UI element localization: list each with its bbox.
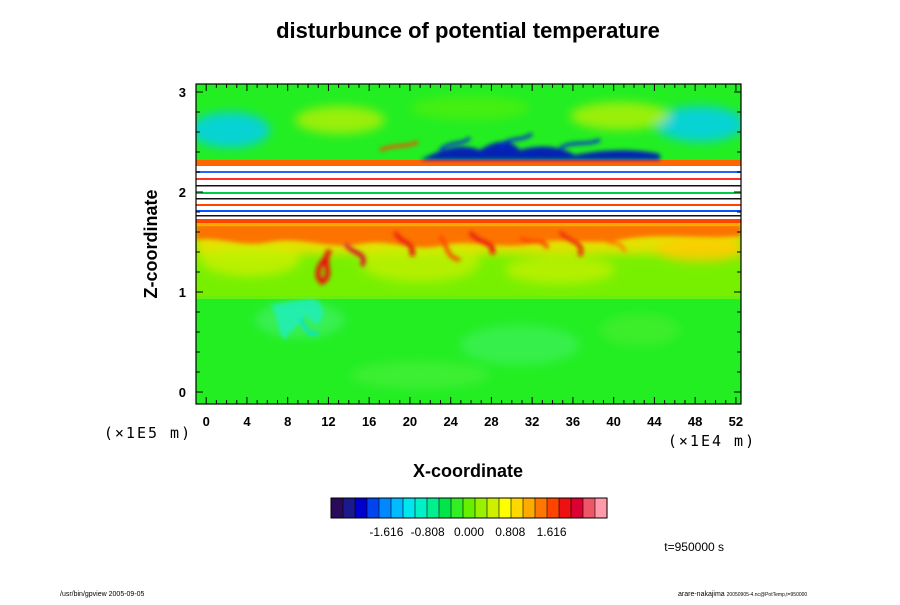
x-tick-label: 36 xyxy=(566,414,580,429)
colorbar-tick-label: 1.616 xyxy=(537,525,567,539)
x-tick-label: 4 xyxy=(243,414,251,429)
colorbar-swatch xyxy=(343,498,356,518)
x-tick-label: 48 xyxy=(688,414,702,429)
colorbar xyxy=(331,498,608,518)
colorbar-swatch xyxy=(487,498,500,518)
middle-warm-layer xyxy=(196,222,741,296)
x-tick-label: 44 xyxy=(647,414,662,429)
colorbar-swatch xyxy=(535,498,548,518)
y-tick-label: 0 xyxy=(179,385,186,400)
colorbar-swatch xyxy=(403,498,416,518)
x-scale-label: (×1E4 m) xyxy=(668,432,756,450)
upper-layer xyxy=(196,96,741,160)
footer-left: /usr/bin/gpview 2005-09-05 xyxy=(60,591,145,598)
colorbar-tick-label: -0.808 xyxy=(411,525,445,539)
x-axis-title: X-coordinate xyxy=(413,461,523,481)
x-tick-label: 12 xyxy=(321,414,335,429)
y-tick-label: 2 xyxy=(179,185,186,200)
x-tick-label: 0 xyxy=(203,414,210,429)
colorbar-swatch xyxy=(331,498,344,518)
time-annotation: t=950000 s xyxy=(664,540,724,554)
x-tick-label: 28 xyxy=(484,414,498,429)
cool-plume xyxy=(270,298,324,340)
heatmap-field xyxy=(196,84,741,404)
colorbar-swatch xyxy=(439,498,452,518)
colorbar-swatch xyxy=(475,498,488,518)
colorbar-swatch xyxy=(595,498,608,518)
colorbar-swatch xyxy=(367,498,380,518)
colorbar-swatch xyxy=(379,498,392,518)
colorbar-swatch xyxy=(415,498,428,518)
x-tick-label: 40 xyxy=(606,414,620,429)
colorbar-swatch xyxy=(463,498,476,518)
plot-frame xyxy=(195,83,742,405)
colorbar-swatch xyxy=(451,498,464,518)
x-tick-label: 8 xyxy=(284,414,291,429)
colorbar-swatch xyxy=(511,498,524,518)
colorbar-swatch xyxy=(355,498,368,518)
y-tick-label: 3 xyxy=(179,85,186,100)
colorbar-swatch xyxy=(583,498,596,518)
colorbar-swatch xyxy=(559,498,572,518)
colorbar-swatch xyxy=(547,498,560,518)
colorbar-swatch xyxy=(427,498,440,518)
y-axis: 0 1 2 3 xyxy=(179,85,741,400)
footer-right-main: arare-nakajima xyxy=(678,591,725,598)
x-tick-label: 52 xyxy=(729,414,743,429)
y-axis-title: Z-coordinate xyxy=(141,189,161,298)
x-tick-label: 24 xyxy=(443,414,458,429)
layer-boundary-line xyxy=(196,296,741,299)
y-tick-label: 1 xyxy=(179,285,186,300)
chart-title: disturbunce of potential temperature xyxy=(276,18,660,43)
colorbar-frame xyxy=(330,497,608,519)
colorbar-swatch xyxy=(571,498,584,518)
x-tick-label: 20 xyxy=(403,414,417,429)
x-tick-label: 32 xyxy=(525,414,539,429)
x-axis: 0 4 8 12 16 20 24 28 32 36 40 44 48 52 xyxy=(203,84,743,429)
colorbar-swatch xyxy=(523,498,536,518)
colorbar-swatch xyxy=(499,498,512,518)
y-scale-label: (×1E5 m) xyxy=(104,424,192,442)
colorbar-tick-label: -1.616 xyxy=(369,525,403,539)
colorbar-ticks: -1.616 -0.808 0.000 0.808 1.616 xyxy=(342,498,596,539)
footer-right-sub: 20050905-4.nc@PotTemp,t=950000 xyxy=(727,592,808,598)
colorbar-tick-label: 0.000 xyxy=(454,525,484,539)
unresolved-band xyxy=(196,160,741,226)
colorbar-swatch xyxy=(391,498,404,518)
x-tick-label: 16 xyxy=(362,414,376,429)
colorbar-tick-label: 0.808 xyxy=(495,525,525,539)
footer-right: arare-nakajima 20050905-4.nc@PotTemp,t=9… xyxy=(678,591,807,598)
